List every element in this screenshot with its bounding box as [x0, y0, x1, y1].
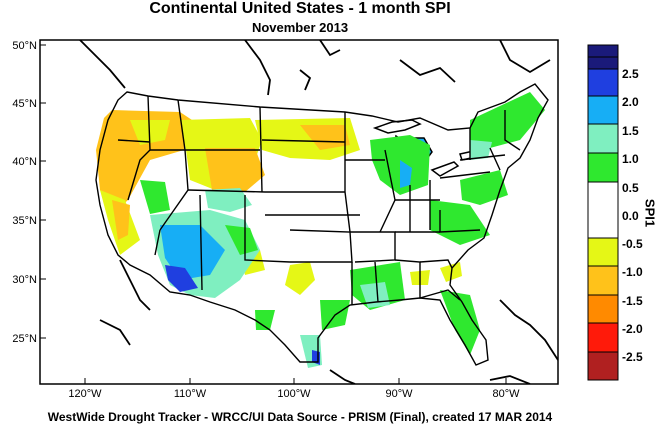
- colorbar-swatch-4: [587, 152, 619, 183]
- colorbar-swatch-9: [587, 322, 619, 353]
- lat-tick-30: 30°N: [12, 274, 37, 286]
- lon-tick-110: 110°W: [174, 388, 207, 400]
- lake-superior: [372, 119, 422, 134]
- colorbar: 2.5 2.0 1.5 1.0 0.5 0.0 -0.5 -1.0 -1.5 -…: [587, 44, 643, 381]
- colorbar-label-8: -1.5: [622, 294, 643, 308]
- lake-erie: [430, 161, 460, 177]
- map-subtitle: November 2013: [251, 20, 349, 35]
- colorbar-label-3: 1.0: [622, 152, 639, 166]
- colorbar-swatch-5: [587, 181, 619, 239]
- colorbar-label-0: 2.5: [622, 67, 639, 81]
- lat-tick-50: 50°N: [12, 40, 37, 52]
- colorbar-label-5: 0.0: [622, 209, 639, 223]
- colorbar-swatch-7: [587, 265, 619, 296]
- lon-tick-100: 100°W: [277, 388, 311, 400]
- colorbar-label-4: 0.5: [622, 181, 639, 195]
- colorbar-swatch-3: [587, 123, 619, 154]
- source-credit: WestWide Drought Tracker - WRCC/UI Data …: [47, 410, 553, 424]
- colorbar-labels: 2.5 2.0 1.5 1.0 0.5 0.0 -0.5 -1.0 -1.5 -…: [622, 67, 643, 364]
- lat-tick-40: 40°N: [12, 156, 37, 168]
- spi-shading: [96, 92, 545, 368]
- lat-tick-45: 45°N: [12, 98, 37, 110]
- colorbar-label-1: 2.0: [622, 95, 639, 109]
- lon-tick-80: 80°W: [492, 388, 520, 400]
- colorbar-label-6: -0.5: [622, 237, 643, 251]
- lon-tick-120: 120°W: [68, 388, 102, 400]
- lat-tick-25: 25°N: [12, 333, 37, 345]
- colorbar-swatch-10: [587, 351, 619, 381]
- colorbar-label-2: 1.5: [622, 124, 639, 138]
- colorbar-label-9: -2.0: [622, 322, 643, 336]
- colorbar-swatch-2: [587, 95, 619, 125]
- colorbar-swatch-8: [587, 294, 619, 324]
- lon-axis: 120°W 110°W 100°W 90°W 80°W: [68, 378, 520, 400]
- coast-features: [79, 40, 558, 384]
- colorbar-swatch-6: [587, 237, 619, 267]
- lat-tick-35: 35°N: [12, 215, 37, 227]
- colorbar-label-10: -2.5: [622, 350, 643, 364]
- colorbar-label-7: -1.0: [622, 265, 643, 279]
- map-title: Continental United States - 1 month SPI: [149, 0, 451, 17]
- colorbar-swatch-0: [587, 44, 619, 58]
- lon-tick-90: 90°W: [385, 388, 413, 400]
- state-borders: [95, 83, 549, 366]
- colorbar-swatch-1: [587, 68, 619, 97]
- map-area: [40, 40, 558, 384]
- lat-axis: 50°N 45°N 40°N 35°N 30°N 25°N: [12, 40, 46, 345]
- colorbar-swatch-0b: [587, 56, 619, 70]
- map-frame: [39, 39, 559, 385]
